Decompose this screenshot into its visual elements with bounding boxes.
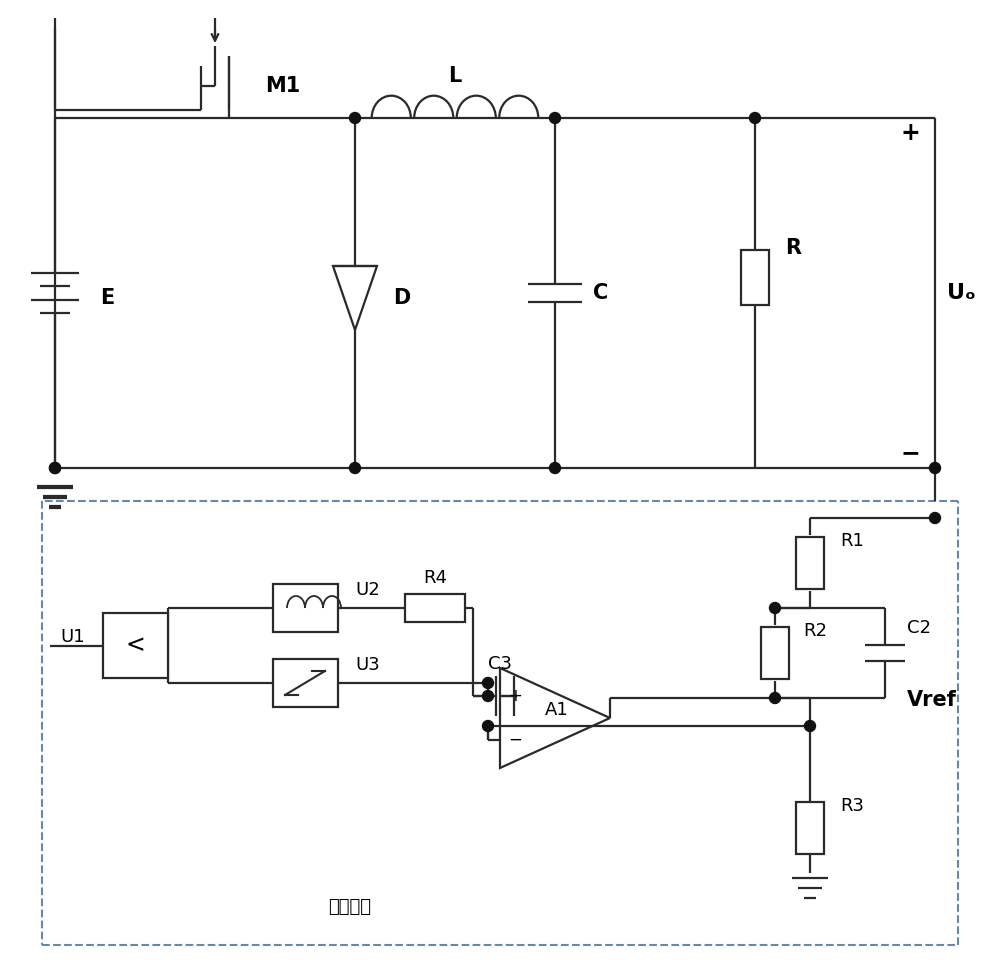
Text: R: R [785, 238, 801, 258]
Text: C2: C2 [907, 619, 931, 637]
Bar [741, 250, 769, 306]
Circle shape [550, 113, 560, 124]
Circle shape [930, 513, 940, 523]
Circle shape [50, 462, 61, 474]
Bar [272, 659, 338, 707]
Text: Vref: Vref [907, 690, 957, 710]
Text: R3: R3 [840, 797, 864, 815]
Bar [796, 537, 824, 589]
Text: R2: R2 [803, 622, 827, 640]
Text: U3: U3 [355, 656, 380, 674]
Text: C: C [593, 283, 608, 303]
Text: U2: U2 [355, 581, 380, 599]
Text: D: D [393, 288, 410, 308]
Circle shape [50, 462, 61, 474]
Bar [761, 627, 789, 679]
Circle shape [350, 113, 361, 124]
Circle shape [550, 462, 560, 474]
Text: −: − [900, 441, 920, 465]
Circle shape [483, 691, 494, 702]
Text: E: E [100, 288, 114, 308]
Text: R1: R1 [840, 532, 864, 550]
Text: 控制电路: 控制电路 [329, 898, 372, 916]
Circle shape [930, 462, 940, 474]
Text: M1: M1 [265, 76, 300, 96]
Circle shape [750, 113, 761, 124]
Bar [796, 802, 824, 854]
Bar [272, 584, 338, 632]
Text: C3: C3 [488, 655, 512, 673]
Text: R4: R4 [423, 569, 447, 587]
Text: −: − [508, 731, 522, 749]
Circle shape [770, 602, 780, 614]
Circle shape [483, 677, 494, 689]
Circle shape [350, 462, 361, 474]
Text: <: < [125, 633, 145, 658]
Text: L: L [448, 66, 462, 86]
Bar [103, 613, 168, 678]
Text: +: + [900, 121, 920, 145]
Circle shape [770, 693, 780, 703]
Circle shape [483, 720, 494, 732]
Circle shape [804, 720, 816, 732]
Text: Uₒ: Uₒ [947, 283, 976, 303]
Text: +: + [508, 687, 522, 705]
Text: U1: U1 [60, 629, 85, 646]
Bar [405, 594, 465, 622]
Text: A1: A1 [545, 701, 569, 719]
